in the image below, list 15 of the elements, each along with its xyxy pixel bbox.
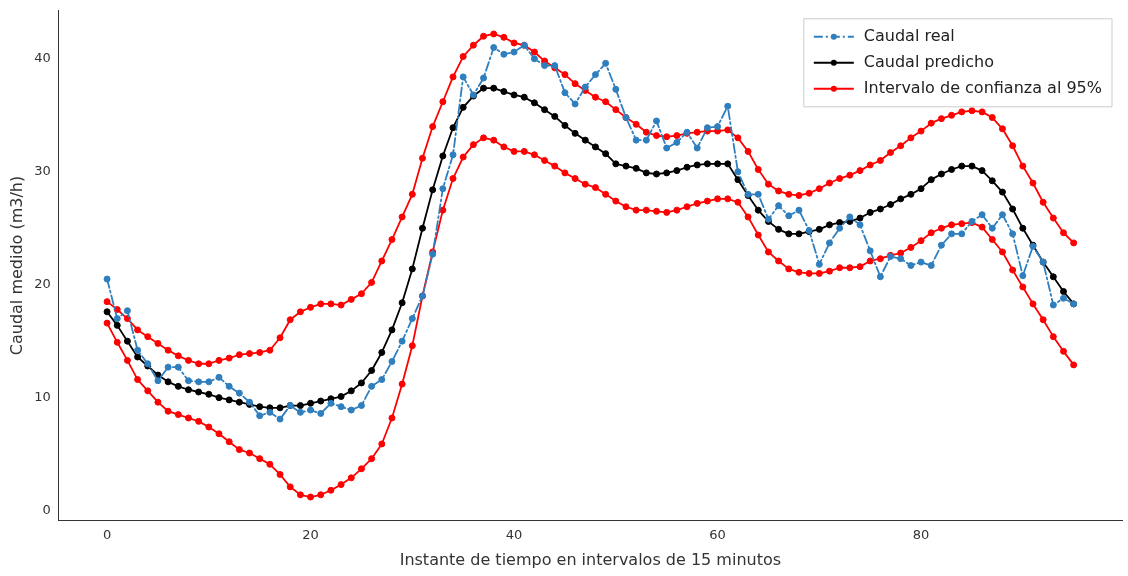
y-tick-label: 30: [34, 163, 51, 179]
legend-label: Caudal predicho: [863, 51, 994, 71]
y-axis-title: Caudal medido (m3/h): [6, 175, 26, 356]
x-tick-label: 60: [709, 527, 726, 543]
x-tick-label: 40: [505, 527, 523, 543]
y-tick-label: 20: [34, 276, 51, 292]
legend-label: Intervalo de confianza al 95%: [863, 77, 1102, 97]
x-tick-label: 0: [102, 527, 112, 543]
y-tick-label: 10: [34, 389, 51, 405]
y-tick-label: 0: [42, 501, 51, 517]
x-axis-title: Instante de tiempo en intervalos de 15 minutos: [399, 549, 782, 569]
legend-label: Caudal real: [863, 25, 955, 45]
x-tick-label: 80: [912, 527, 930, 543]
y-tick-label: 40: [34, 50, 51, 66]
x-tick-label: 20: [302, 527, 319, 543]
